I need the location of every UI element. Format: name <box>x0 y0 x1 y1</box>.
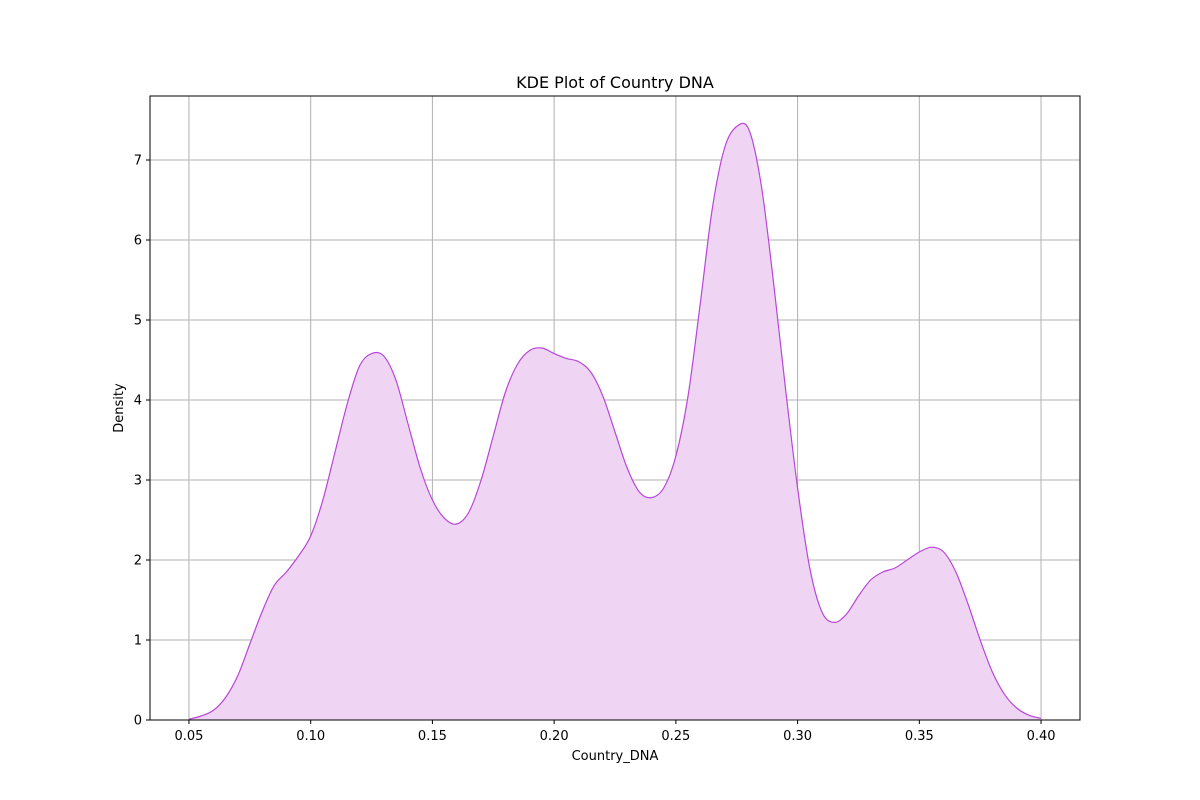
y-tick-label: 4 <box>134 394 142 409</box>
y-tick-label: 6 <box>134 234 142 249</box>
y-tick-label: 0 <box>134 714 142 729</box>
series-layer <box>188 122 1042 720</box>
x-axis-ticks: 0.05 0.10 0.15 0.20 0.25 0.30 0.35 0.40 <box>174 720 1056 744</box>
plot-frame <box>149 95 1081 721</box>
x-tick-label: 0.35 <box>905 729 934 744</box>
x-tick-label: 0.40 <box>1027 729 1056 744</box>
y-tick-label: 3 <box>134 474 142 489</box>
x-tick-label: 0.25 <box>661 729 690 744</box>
y-tick-label: 1 <box>134 634 142 649</box>
x-tick-label: 0.30 <box>783 729 812 744</box>
y-tick-label: 5 <box>134 314 142 329</box>
kde-area-fill <box>188 123 1042 720</box>
x-axis-label: Country_DNA <box>572 749 659 764</box>
x-tick-label: 0.15 <box>418 729 447 744</box>
y-tick-label: 7 <box>134 154 142 169</box>
y-axis-ticks: 0 1 2 3 4 5 6 7 <box>134 154 150 729</box>
chart-title: KDE Plot of Country DNA <box>516 73 714 92</box>
kde-curve <box>188 122 1042 720</box>
x-tick-label: 0.10 <box>296 729 325 744</box>
y-tick-label: 2 <box>134 554 142 569</box>
x-tick-label: 0.20 <box>540 729 569 744</box>
y-axis-label: Density <box>112 383 127 433</box>
x-tick-label: 0.05 <box>174 729 203 744</box>
